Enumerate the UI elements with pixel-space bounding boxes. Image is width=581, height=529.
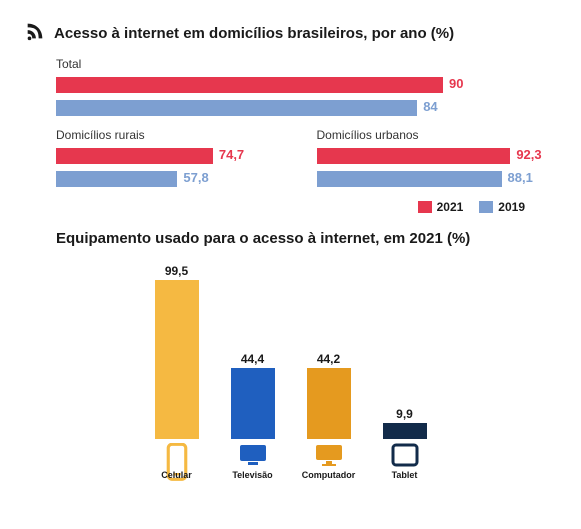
icon-tv: Televisão bbox=[229, 443, 277, 480]
total-bars: 90 84 bbox=[56, 75, 557, 118]
vbar-monitor: 44,2 bbox=[305, 352, 353, 439]
total-2021-bar: 90 bbox=[56, 77, 486, 93]
vbar-value: 44,4 bbox=[241, 352, 264, 366]
vbar-tv: 44,4 bbox=[229, 352, 277, 439]
icon-label: Televisão bbox=[232, 470, 272, 480]
vbar-tablet: 9,9 bbox=[381, 407, 429, 439]
legend-2019-label: 2019 bbox=[498, 200, 525, 214]
legend-2021-swatch bbox=[418, 201, 432, 213]
phone-icon bbox=[162, 443, 192, 467]
legend-2019-swatch bbox=[479, 201, 493, 213]
icon-phone: Celular bbox=[153, 443, 201, 480]
vbar-fill bbox=[307, 368, 351, 439]
total-label: Total bbox=[56, 57, 557, 71]
rural-2019-bar: 57,8 bbox=[56, 171, 266, 187]
vbar-fill bbox=[231, 368, 275, 439]
tablet-icon bbox=[390, 443, 420, 467]
icon-tablet: Tablet bbox=[381, 443, 429, 480]
wifi-icon bbox=[24, 20, 46, 47]
urban-col: Domicílios urbanos 92,3 88,1 bbox=[317, 128, 558, 192]
vbar-phone: 99,5 bbox=[153, 264, 201, 439]
vbar-value: 9,9 bbox=[396, 407, 413, 421]
urban-label: Domicílios urbanos bbox=[317, 128, 558, 142]
vbar-value: 44,2 bbox=[317, 352, 340, 366]
legend-2019: 2019 bbox=[479, 200, 525, 214]
icon-label: Computador bbox=[302, 470, 356, 480]
chart1-header: Acesso à internet em domicílios brasilei… bbox=[24, 20, 557, 47]
urban-2021-bar: 92,3 bbox=[317, 148, 527, 164]
rural-urban-row: Domicílios rurais 74,7 57,8 Domicílios u… bbox=[56, 128, 557, 192]
rural-col: Domicílios rurais 74,7 57,8 bbox=[56, 128, 297, 192]
urban-2019-bar: 88,1 bbox=[317, 171, 527, 187]
chart1-title: Acesso à internet em domicílios brasilei… bbox=[54, 25, 454, 42]
icon-label: Celular bbox=[161, 470, 192, 480]
vbar-fill bbox=[383, 423, 427, 439]
tv-icon bbox=[238, 443, 268, 467]
total-2019-bar: 84 bbox=[56, 100, 486, 116]
rural-2021-bar: 74,7 bbox=[56, 148, 266, 164]
icon-monitor: Computador bbox=[305, 443, 353, 480]
chart2-title: Equipamento usado para o acesso à intern… bbox=[56, 230, 557, 247]
chart2-bars: 99,5 44,4 44,2 9,9 bbox=[24, 259, 557, 439]
chart2-icons: Celular Televisão Computador Tablet bbox=[24, 443, 557, 480]
chart1-legend: 2021 2019 bbox=[24, 200, 525, 214]
legend-2021: 2021 bbox=[418, 200, 464, 214]
monitor-icon bbox=[314, 443, 344, 467]
rural-label: Domicílios rurais bbox=[56, 128, 297, 142]
vbar-value: 99,5 bbox=[165, 264, 188, 278]
vbar-fill bbox=[155, 280, 199, 439]
legend-2021-label: 2021 bbox=[437, 200, 464, 214]
icon-label: Tablet bbox=[392, 470, 418, 480]
